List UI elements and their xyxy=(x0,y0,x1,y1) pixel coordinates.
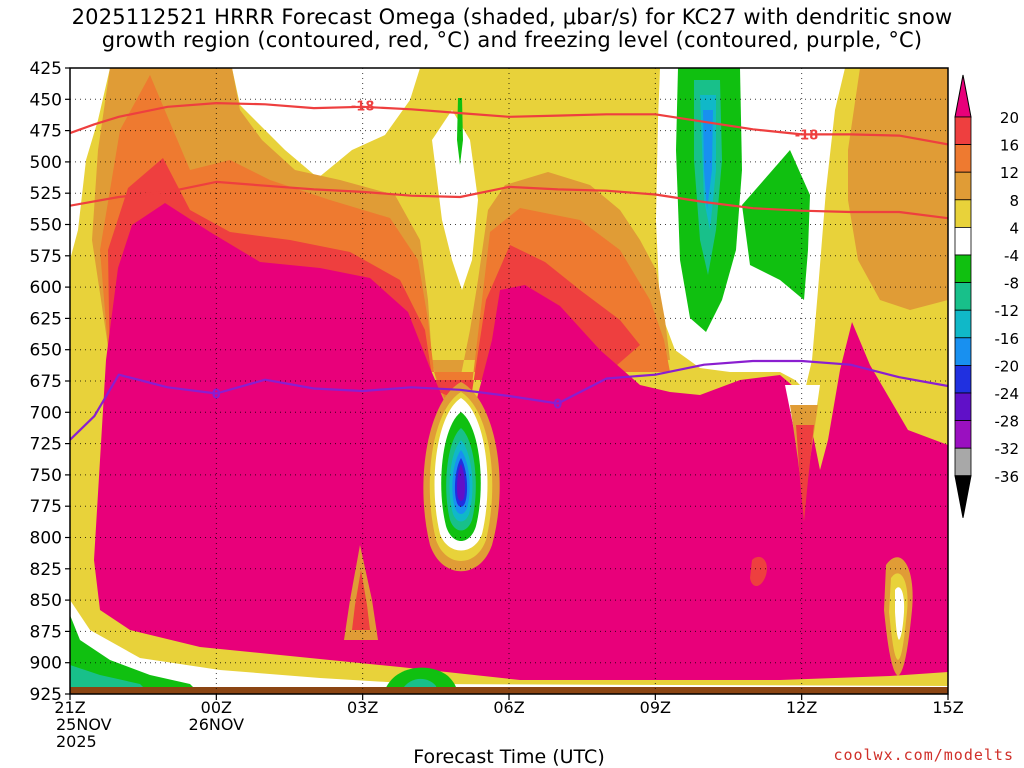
y-tick-label: 600 xyxy=(30,278,62,298)
site-credit: coolwx.com/modelts xyxy=(833,746,1014,764)
contour-lines: -18 -18 0 0 xyxy=(70,100,948,441)
freezing-level-contour xyxy=(70,359,948,441)
y-tick-label: 675 xyxy=(30,372,62,392)
y-tick-label: 700 xyxy=(30,403,62,423)
colorbar-label: 8 xyxy=(1009,192,1019,210)
colorbar-label: -12 xyxy=(995,302,1020,320)
omega-fill-near-zero-upper-left xyxy=(70,68,110,260)
chart-title-line-1: 2025112521 HRRR Forecast Omega (shaded, … xyxy=(71,5,953,29)
colorbar-label: -24 xyxy=(995,385,1020,403)
omega-shaded-field xyxy=(70,68,948,694)
y-axis: 425 450 475 500 525 550 575 600 625 650 675 700 725 7… xyxy=(30,59,70,705)
omega-fill-core-purple xyxy=(457,464,465,501)
y-tick-label: 850 xyxy=(30,591,62,611)
colorbar-bin xyxy=(954,364,972,394)
colorbar-bin xyxy=(954,392,972,422)
chart-title: 2025112521 HRRR Forecast Omega (shaded, … xyxy=(0,6,1024,52)
x-tick-label: 25NOV xyxy=(56,715,112,734)
colorbar-bin xyxy=(954,144,972,173)
chart-title-line-2: growth region (contoured, red, °C) and f… xyxy=(101,28,923,52)
dgz-upper-contour xyxy=(70,102,948,146)
colorbar-bin xyxy=(954,171,972,201)
y-tick-label: 875 xyxy=(30,622,62,642)
x-tick-label: 2025 xyxy=(56,732,97,751)
x-tick-label: 03Z xyxy=(347,698,378,717)
y-tick-label: 575 xyxy=(30,247,62,267)
colorbar-label: -8 xyxy=(1004,275,1019,293)
colorbar-arrow-bottom xyxy=(954,475,972,518)
colorbar-label: -4 xyxy=(1004,247,1019,265)
omega-fill-neg-8-sliver xyxy=(457,98,463,165)
y-tick-label: 650 xyxy=(30,341,62,361)
y-tick-label: 500 xyxy=(30,153,62,173)
y-tick-label: 925 xyxy=(30,685,62,705)
colorbar-bin xyxy=(954,199,972,228)
omega-fill-low-teal-left xyxy=(70,665,150,694)
colorbar-label: -20 xyxy=(995,357,1020,375)
x-tick-label: 00Z xyxy=(201,698,232,717)
y-tick-label: 750 xyxy=(30,466,62,486)
y-tick-label: 450 xyxy=(30,90,62,110)
colorbar: 20 16 12 8 4 -4 -8 -12 -16 -20 -24 -28 -32 -36 xyxy=(954,74,1020,518)
colorbar-label: -16 xyxy=(995,330,1020,348)
omega-fill-near-zero-upper-mid xyxy=(232,68,420,178)
omega-fill-spike-red-12z xyxy=(796,425,814,522)
omega-fill-low-green-left xyxy=(70,615,200,694)
colorbar-label: 12 xyxy=(1000,164,1019,182)
dgz-lower-contour xyxy=(70,180,948,220)
omega-fill-above-20 xyxy=(94,203,948,680)
colorbar-bin xyxy=(954,337,972,366)
x-tick-label: 15Z xyxy=(932,698,963,717)
x-tick-label: 26NOV xyxy=(189,715,245,734)
freezing-level-a-label: 0 xyxy=(212,388,221,403)
freezing-level-b-label: 0 xyxy=(553,398,562,413)
omega-fill-8-12-right xyxy=(848,68,948,310)
dgz-upper-a-label: -18 xyxy=(351,100,375,115)
y-tick-label: 800 xyxy=(30,529,62,549)
y-tick-label: 525 xyxy=(30,184,62,204)
colorbar-label: 20 xyxy=(1000,109,1019,127)
colorbar-bin xyxy=(954,420,972,449)
x-tick-label: 21Z xyxy=(54,698,85,717)
colorbar-bin xyxy=(954,309,972,339)
y-tick-label: 425 xyxy=(30,59,62,79)
y-tick-label: 475 xyxy=(30,122,62,142)
omega-fill-blob-12z-800 xyxy=(750,556,767,586)
y-tick-label: 550 xyxy=(30,216,62,236)
omega-fill-near-zero-notch xyxy=(432,110,478,290)
colorbar-bin xyxy=(954,282,972,311)
y-tick-label: 625 xyxy=(30,309,62,329)
y-tick-label: 725 xyxy=(30,435,62,455)
x-axis-label: Forecast Time (UTC) xyxy=(413,746,604,768)
omega-fill-14z-column-white xyxy=(895,587,905,640)
colorbar-arrow-top xyxy=(954,74,972,118)
colorbar-bin xyxy=(954,116,972,146)
colorbar-label: 4 xyxy=(1009,219,1019,237)
colorbar-label: -28 xyxy=(995,413,1020,431)
colorbar-label: 16 xyxy=(1000,137,1019,155)
y-tick-label: 825 xyxy=(30,560,62,580)
dgz-upper-b-label: -18 xyxy=(795,128,819,143)
x-tick-label: 09Z xyxy=(640,698,671,717)
y-tick-label: 900 xyxy=(30,654,62,674)
colorbar-bin xyxy=(954,226,972,256)
colorbar-bin xyxy=(954,447,972,477)
colorbar-bin xyxy=(954,254,972,284)
terrain-strip xyxy=(70,687,948,694)
x-tick-label: 06Z xyxy=(493,698,524,717)
colorbar-label: -32 xyxy=(995,440,1020,458)
omega-fill-neg-20-upper xyxy=(703,110,713,210)
x-tick-label: 12Z xyxy=(786,698,817,717)
colorbar-label: -36 xyxy=(995,468,1020,486)
y-tick-label: 775 xyxy=(30,497,62,517)
